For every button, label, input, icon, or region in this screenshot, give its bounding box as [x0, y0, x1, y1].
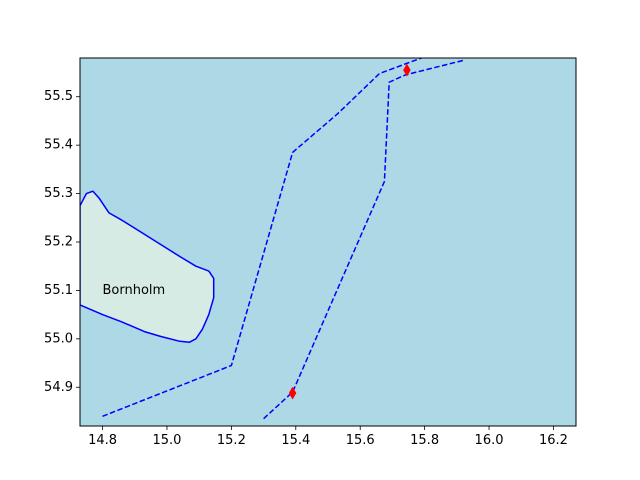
- y-tick-label: 55.0: [44, 331, 73, 346]
- x-tick-label: 15.6: [346, 433, 375, 448]
- route-line-1: [102, 58, 422, 417]
- x-axis: 14.8 15.0 15.2 15.4 15.6 15.8 16.0 16.2: [88, 426, 568, 448]
- y-tick-label: 55.5: [44, 89, 73, 104]
- bornholm-island: [80, 190, 215, 343]
- y-tick-label: 55.4: [44, 138, 73, 153]
- y-axis: 54.9 55.0 55.1 55.2 55.3 55.4 55.5: [44, 89, 80, 395]
- x-tick-label: 16.0: [475, 433, 504, 448]
- route-line-2: [263, 59, 464, 420]
- x-tick-label: 16.2: [539, 433, 568, 448]
- water-background: [80, 58, 576, 426]
- marker-2: [403, 63, 411, 77]
- x-tick-label: 15.2: [217, 433, 246, 448]
- y-tick-label: 55.1: [44, 283, 73, 298]
- island-label: Bornholm: [103, 283, 166, 298]
- x-tick-label: 14.8: [88, 433, 117, 448]
- x-tick-label: 15.4: [281, 433, 310, 448]
- x-tick-label: 15.0: [152, 433, 181, 448]
- plot-area: Bornholm: [80, 58, 464, 420]
- marker-1: [288, 386, 297, 400]
- y-tick-label: 55.3: [44, 186, 73, 201]
- y-tick-label: 54.9: [44, 380, 73, 395]
- x-tick-label: 15.8: [410, 433, 439, 448]
- y-tick-label: 55.2: [44, 235, 73, 250]
